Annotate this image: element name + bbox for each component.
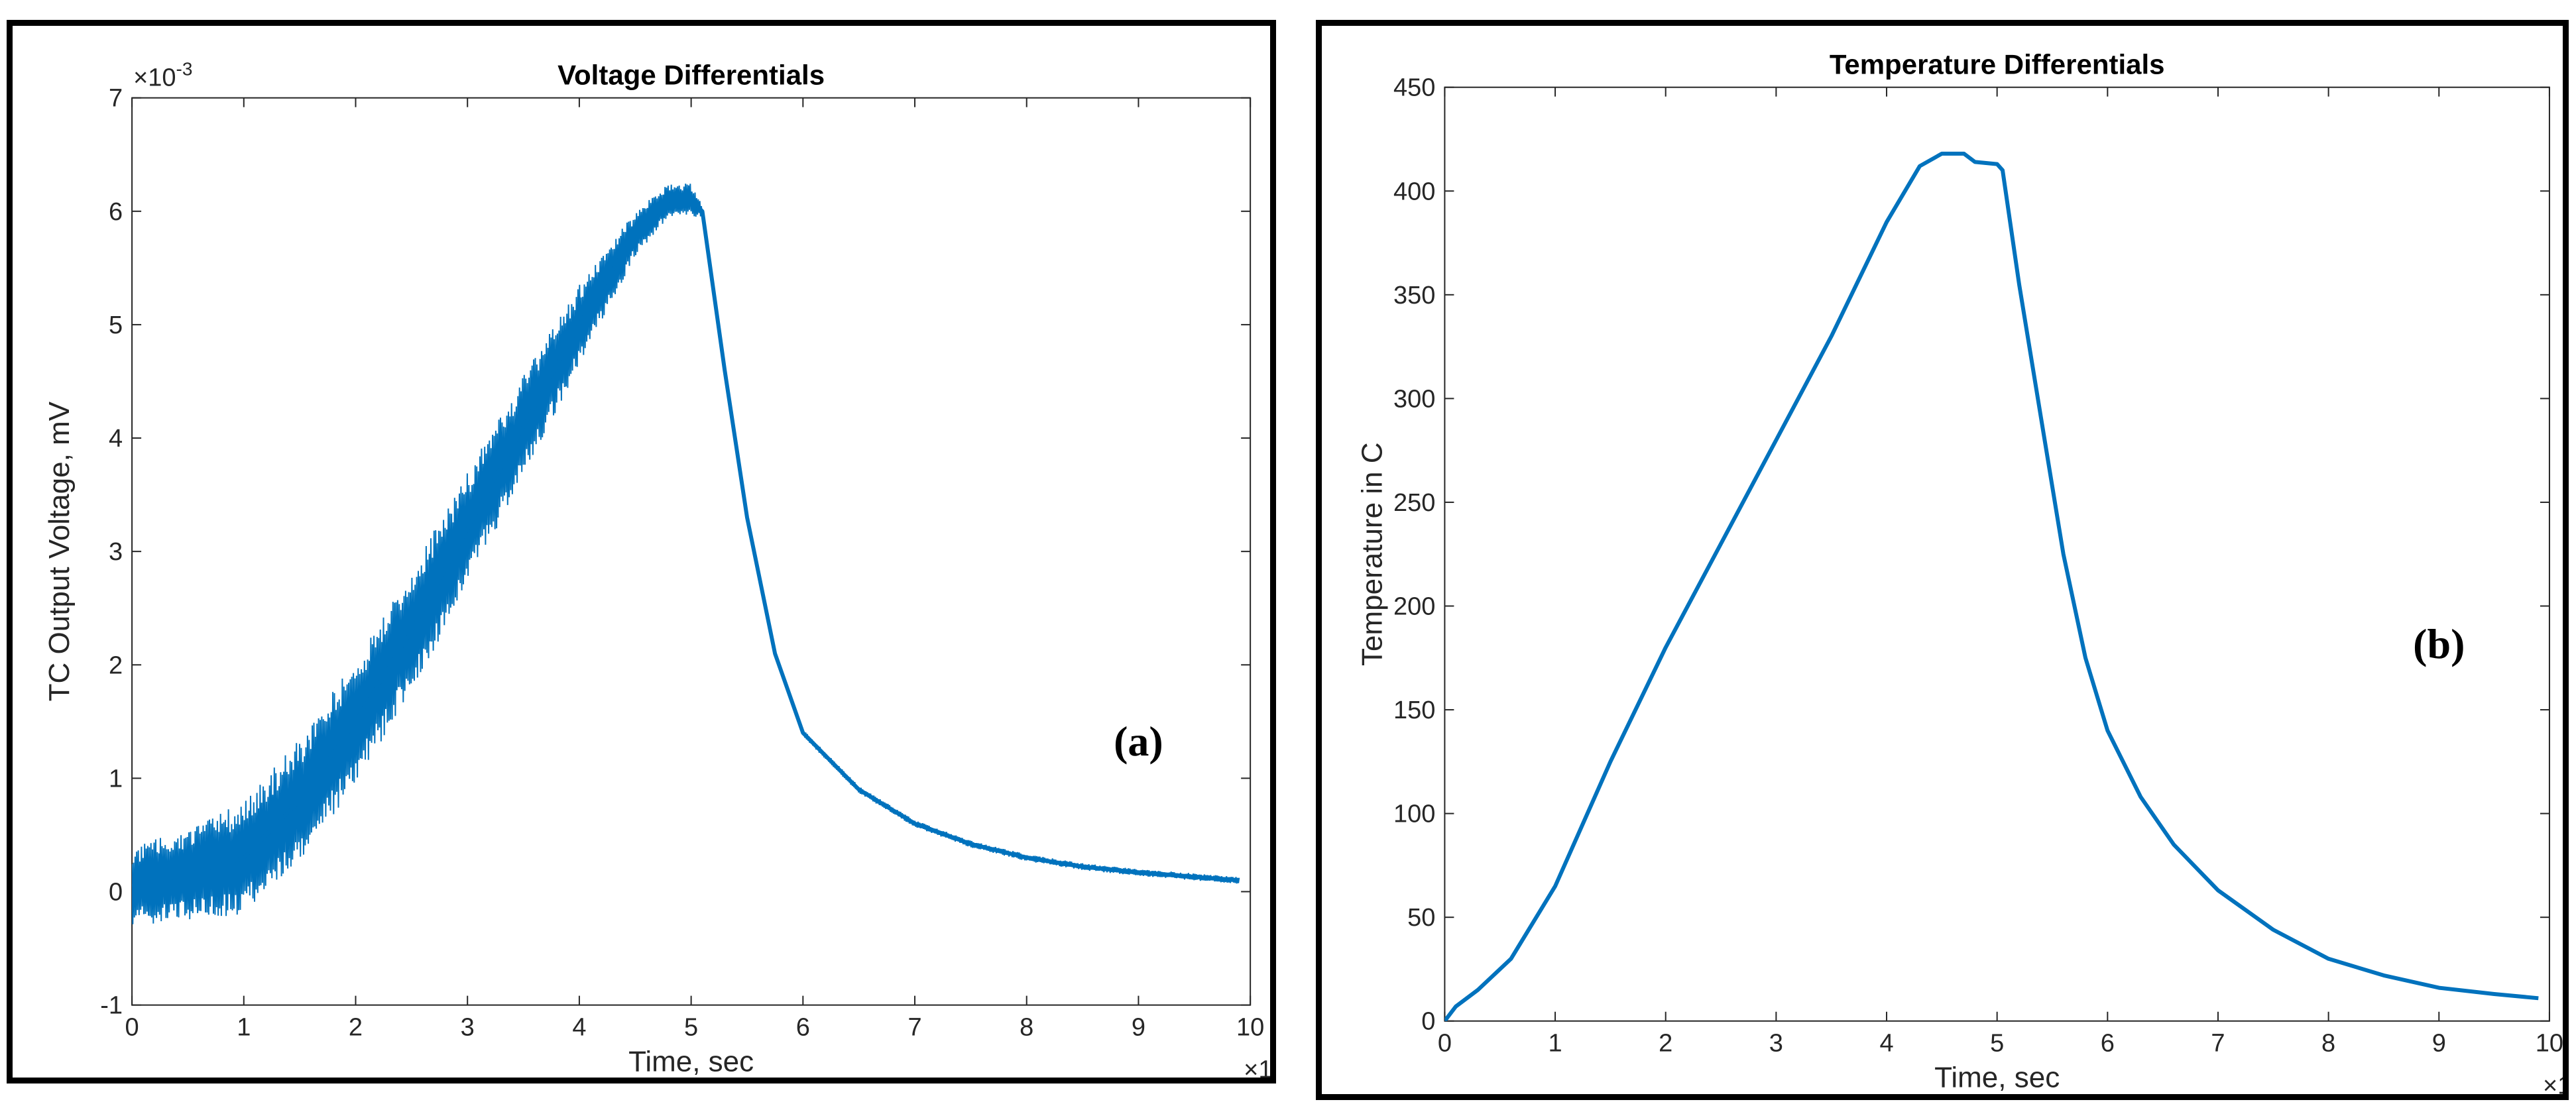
x-tick-label: 10 <box>2536 1030 2563 1058</box>
x-tick-label: 2 <box>1659 1030 1672 1058</box>
y-tick-label: 3 <box>109 538 123 566</box>
y-tick-label: 7 <box>109 85 123 113</box>
y-tick-label: 0 <box>1421 1008 1435 1036</box>
y-axis-label: TC Output Voltage, mV <box>43 401 76 701</box>
series-line-a <box>132 197 1240 888</box>
y-tick-label: 400 <box>1393 178 1435 205</box>
y-tick-label: 2 <box>109 651 123 679</box>
y-tick-label: -1 <box>100 992 123 1020</box>
x-tick-label: 10 <box>1236 1014 1264 1042</box>
x-tick-label: 2 <box>349 1014 363 1042</box>
x-tick-label: 6 <box>2101 1030 2115 1058</box>
x-tick-label: 4 <box>572 1014 586 1042</box>
x-tick-label: 9 <box>1132 1014 1145 1042</box>
y-tick-label: 450 <box>1393 74 1435 102</box>
y-tick-label: 4 <box>109 425 123 453</box>
x-exponent-label: ×104 <box>1244 1051 1270 1078</box>
x-tick-label: 6 <box>796 1014 810 1042</box>
y-tick-label: 5 <box>109 311 123 339</box>
x-axis-label: Time, sec <box>628 1046 754 1078</box>
y-exponent-label: ×10-3 <box>133 59 192 92</box>
y-tick-label: 50 <box>1407 904 1435 932</box>
y-tick-label: 200 <box>1393 593 1435 621</box>
x-tick-label: 3 <box>461 1014 475 1042</box>
y-tick-label: 350 <box>1393 282 1435 309</box>
x-tick-label: 0 <box>125 1014 139 1042</box>
y-tick-label: 6 <box>109 198 123 226</box>
x-tick-label: 8 <box>2321 1030 2335 1058</box>
chart-title: Voltage Differentials <box>557 60 825 91</box>
chart-title: Temperature Differentials <box>1830 49 2165 80</box>
series-line-b <box>1444 151 2539 1021</box>
y-tick-label: 0 <box>109 879 123 907</box>
panel-label: (a) <box>1114 718 1163 765</box>
x-tick-label: 7 <box>2211 1030 2225 1058</box>
y-tick-label: 250 <box>1393 489 1435 517</box>
x-tick-label: 4 <box>1879 1030 1893 1058</box>
x-exponent-label: ×104 <box>2543 1067 2563 1094</box>
x-tick-label: 8 <box>1020 1014 1033 1042</box>
x-tick-label: 0 <box>1438 1030 1452 1058</box>
panel-a: 0 1 2 3 4 5 6 7 8 9 10 -1 0 1 2 3 4 5 6 7 Voltage Differenti… <box>7 20 1276 1083</box>
y-axis-label: Temperature in C <box>1356 442 1388 665</box>
plot-area-b <box>1444 86 2550 1022</box>
panel-b: 0 1 2 3 4 5 6 7 8 9 10 0 50 100 150 200 250 300 350 400 450 T… <box>1316 20 2569 1100</box>
y-tick-label: 1 <box>109 765 123 793</box>
x-tick-label: 5 <box>684 1014 698 1042</box>
y-tick-label: 100 <box>1393 801 1435 828</box>
x-tick-label: 7 <box>907 1014 921 1042</box>
x-tick-label: 5 <box>1990 1030 2004 1058</box>
x-tick-label: 9 <box>2432 1030 2446 1058</box>
y-tick-label: 150 <box>1393 696 1435 724</box>
x-tick-label: 1 <box>1548 1030 1562 1058</box>
x-axis-label: Time, sec <box>1934 1062 2060 1094</box>
y-tick-label: 300 <box>1393 385 1435 413</box>
temperature-chart: 0 1 2 3 4 5 6 7 8 9 10050100150200250300350400450T… <box>1356 49 2563 1094</box>
x-tick-label: 3 <box>1769 1030 1783 1058</box>
x-tick-label: 1 <box>237 1014 251 1042</box>
panel-label: (b) <box>2413 620 2465 667</box>
plot-area-a <box>131 97 1252 1006</box>
